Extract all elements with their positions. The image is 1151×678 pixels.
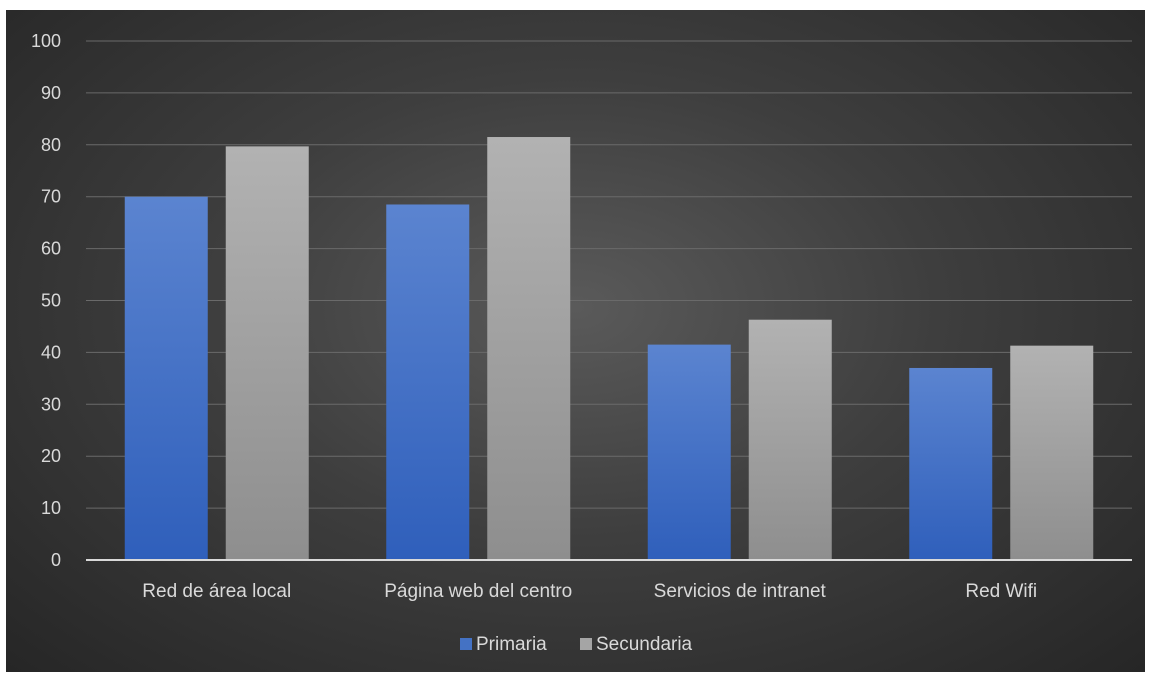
- y-tick-label: 90: [41, 83, 61, 103]
- bar-chart: 0 10 20 30 40 50 60 70 80 90 100 Red de área local…: [31, 31, 1132, 655]
- y-tick-label: 100: [31, 31, 61, 51]
- y-axis: 0 10 20 30 40 50 60 70 80 90 100: [31, 31, 61, 570]
- legend-label-secundaria: Secundaria: [596, 634, 693, 655]
- y-tick-label: 70: [41, 187, 61, 207]
- bar-secundaria-2: [748, 319, 832, 560]
- x-tick-label: Servicios de intranet: [654, 581, 827, 602]
- legend: Primaria Secundaria: [460, 634, 693, 655]
- bar-primaria-2: [647, 344, 731, 560]
- y-tick-label: 80: [41, 135, 61, 155]
- chart-area: 0 10 20 30 40 50 60 70 80 90 100 Red de área local…: [6, 10, 1145, 672]
- y-tick-label: 20: [41, 446, 61, 466]
- legend-label-primaria: Primaria: [476, 634, 547, 655]
- x-tick-label: Red de área local: [142, 581, 291, 602]
- y-tick-label: 0: [51, 550, 61, 570]
- x-axis-labels: Red de área local Página web del centro Se…: [142, 581, 1037, 602]
- legend-swatch-secundaria: [580, 638, 592, 650]
- bar-primaria-1: [386, 204, 470, 561]
- bars: [124, 137, 1094, 561]
- y-tick-label: 10: [41, 498, 61, 518]
- legend-swatch-primaria: [460, 638, 472, 650]
- y-tick-label: 30: [41, 394, 61, 414]
- y-tick-label: 60: [41, 239, 61, 259]
- y-tick-label: 40: [41, 342, 61, 362]
- bar-secundaria-1: [487, 137, 571, 560]
- x-tick-label: Red Wifi: [965, 581, 1037, 602]
- y-tick-label: 50: [41, 291, 61, 311]
- x-tick-label: Página web del centro: [384, 581, 572, 602]
- bar-secundaria-0: [225, 146, 309, 560]
- bar-primaria-0: [124, 196, 208, 560]
- bar-primaria-3: [909, 367, 993, 560]
- bar-secundaria-3: [1010, 345, 1094, 560]
